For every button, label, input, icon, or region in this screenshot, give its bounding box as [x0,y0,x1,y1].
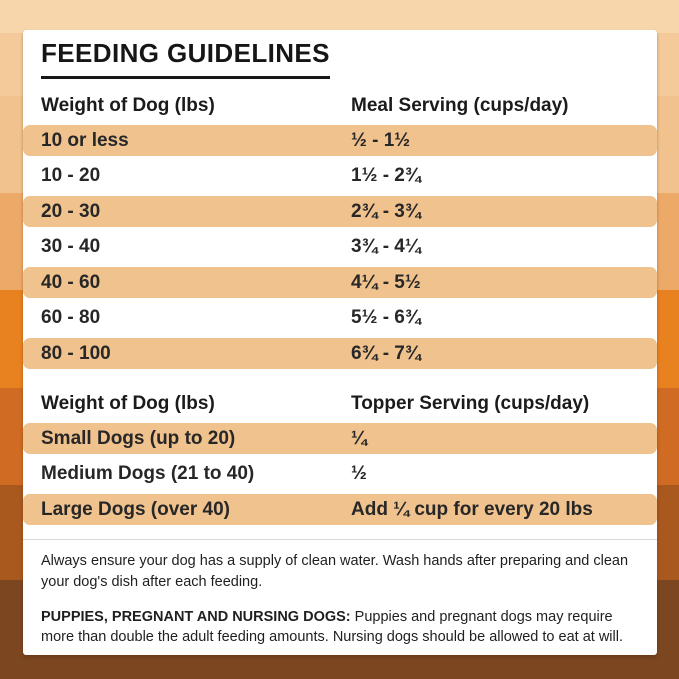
serving-cell: ¼ [351,427,367,449]
serving-cell: 3¾ - 4¼ [351,236,421,257]
meal-col2-header: Meal Serving (cups/day) [351,95,569,116]
weight-cell: 20 - 30 [41,200,101,222]
serving-cell: 5½ - 6¾ [351,307,421,328]
topper-table-rows: Small Dogs (up to 20) ¼ Medium Dogs (21 … [23,423,657,525]
feeding-guidelines-card: FEEDING GUIDELINES Weight of Dog (lbs) M… [23,30,657,655]
weight-cell: 80 - 100 [41,342,111,364]
weight-cell: 30 - 40 [41,236,101,257]
table-row: Large Dogs (over 40) Add ¼ cup for every… [23,494,657,525]
water-note: Always ensure your dog has a supply of c… [41,553,629,590]
table-row: 60 - 80 5½ - 6¾ [23,303,657,334]
table-row: 20 - 30 2¾ - 3¾ [23,196,657,227]
table-row: 30 - 40 3¾ - 4¼ [23,232,657,263]
weight-cell: 60 - 80 [41,307,101,328]
serving-cell: 4¼ - 5½ [351,271,421,293]
care-notes: Always ensure your dog has a supply of c… [23,551,657,648]
meal-table-rows: 10 or less ½ - 1½ 10 - 20 1½ - 2¾ 20 - 3… [23,125,657,369]
weight-cell: 10 - 20 [41,165,101,186]
serving-cell: 6¾ - 7¾ [351,342,421,364]
serving-cell: ½ [351,463,367,484]
table-row: 10 - 20 1½ - 2¾ [23,161,657,192]
meal-col1-header: Weight of Dog (lbs) [41,95,215,116]
weight-cell: Medium Dogs (21 to 40) [41,463,255,484]
weight-cell: Small Dogs (up to 20) [41,427,236,449]
topper-table-header: Weight of Dog (lbs) Topper Serving (cups… [23,393,657,415]
table-row: 10 or less ½ - 1½ [23,125,657,156]
topper-col1-header: Weight of Dog (lbs) [41,393,215,414]
puppies-note: PUPPIES, PREGNANT AND NURSING DOGS: Pupp… [41,607,639,648]
serving-cell: 1½ - 2¾ [351,165,421,186]
serving-cell: ½ - 1½ [351,129,411,151]
puppies-note-body: Puppies and pregnant dogs may require mo… [41,608,623,646]
table-row: Small Dogs (up to 20) ¼ [23,423,657,454]
title-wrap: FEEDING GUIDELINES [23,38,657,79]
weight-cell: Large Dogs (over 40) [41,498,230,520]
topper-col2-header: Topper Serving (cups/day) [351,393,590,414]
page-title: FEEDING GUIDELINES [41,38,330,79]
table-row: Medium Dogs (21 to 40) ½ [23,459,657,490]
serving-cell: 2¾ - 3¾ [351,200,421,222]
table-row: 80 - 100 6¾ - 7¾ [23,338,657,369]
table-row: 40 - 60 4¼ - 5½ [23,267,657,298]
meal-table-header: Weight of Dog (lbs) Meal Serving (cups/d… [23,95,657,117]
notes-divider [23,539,657,540]
weight-cell: 40 - 60 [41,271,101,293]
weight-cell: 10 or less [41,129,129,151]
puppies-note-lead: PUPPIES, PREGNANT AND NURSING DOGS: [41,608,351,625]
serving-cell: Add ¼ cup for every 20 lbs [351,498,593,520]
